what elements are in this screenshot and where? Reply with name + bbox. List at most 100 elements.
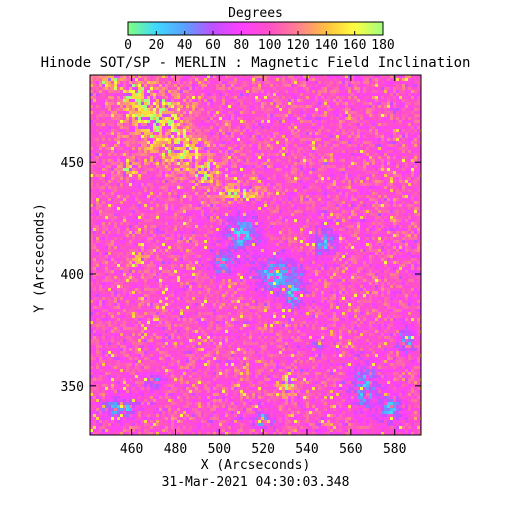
heatmap-cell xyxy=(135,204,138,207)
heatmap-cell xyxy=(372,78,375,81)
heatmap-cell xyxy=(372,114,375,117)
heatmap-cell xyxy=(120,159,123,162)
heatmap-cell xyxy=(228,87,231,90)
heatmap-cell xyxy=(225,192,228,195)
heatmap-cell xyxy=(198,90,201,93)
heatmap-cell xyxy=(186,102,189,105)
heatmap-cell xyxy=(414,135,417,138)
heatmap-cell xyxy=(228,81,231,84)
heatmap-cell xyxy=(168,168,171,171)
heatmap-cell xyxy=(159,81,162,84)
heatmap-cell xyxy=(396,171,399,174)
heatmap-cell xyxy=(312,93,315,96)
heatmap-cell xyxy=(132,162,135,165)
heatmap-cell xyxy=(339,144,342,147)
heatmap-cell xyxy=(114,207,117,210)
heatmap-cell xyxy=(135,123,138,126)
heatmap-cell xyxy=(162,117,165,120)
heatmap-cell xyxy=(411,93,414,96)
heatmap-cell xyxy=(174,177,177,180)
heatmap-cell xyxy=(402,168,405,171)
heatmap-cell xyxy=(399,138,402,141)
heatmap-cell xyxy=(108,195,111,198)
heatmap-cell xyxy=(180,174,183,177)
heatmap-cell xyxy=(399,99,402,102)
heatmap-cell xyxy=(267,75,270,78)
heatmap-cell xyxy=(297,99,300,102)
heatmap-cell xyxy=(291,81,294,84)
heatmap-cell xyxy=(96,165,99,168)
heatmap-cell xyxy=(297,90,300,93)
heatmap-cell xyxy=(186,180,189,183)
heatmap-cell xyxy=(90,156,93,159)
heatmap-cell xyxy=(147,189,150,192)
heatmap-cell xyxy=(336,180,339,183)
heatmap-cell xyxy=(219,147,222,150)
heatmap-cell xyxy=(216,165,219,168)
heatmap-cell xyxy=(366,183,369,186)
heatmap-cell xyxy=(372,183,375,186)
heatmap-cell xyxy=(246,114,249,117)
heatmap-cell xyxy=(90,84,93,87)
heatmap-cell xyxy=(147,192,150,195)
heatmap-cell xyxy=(294,156,297,159)
heatmap-cell xyxy=(237,96,240,99)
heatmap-cell xyxy=(354,192,357,195)
heatmap-cell xyxy=(417,99,420,102)
heatmap-cell xyxy=(174,123,177,126)
heatmap-cell xyxy=(123,102,126,105)
heatmap-cell xyxy=(126,120,129,123)
heatmap-cell xyxy=(402,117,405,120)
heatmap-cell xyxy=(267,117,270,120)
heatmap-cell xyxy=(417,204,420,207)
heatmap-cell xyxy=(156,96,159,99)
heatmap-cell xyxy=(138,126,141,129)
heatmap-cell xyxy=(126,204,129,207)
heatmap-cell xyxy=(324,192,327,195)
heatmap-cell xyxy=(195,168,198,171)
heatmap-cell xyxy=(357,99,360,102)
heatmap-cell xyxy=(255,141,258,144)
heatmap-cell xyxy=(306,183,309,186)
heatmap-cell xyxy=(201,189,204,192)
heatmap-cell xyxy=(222,162,225,165)
heatmap-cell xyxy=(372,123,375,126)
heatmap-cell xyxy=(189,90,192,93)
heatmap-cell xyxy=(396,96,399,99)
heatmap-cell xyxy=(144,138,147,141)
heatmap-cell xyxy=(258,81,261,84)
heatmap-cell xyxy=(381,189,384,192)
heatmap-cell xyxy=(195,87,198,90)
heatmap-cell xyxy=(309,135,312,138)
heatmap-cell xyxy=(210,120,213,123)
heatmap-cell xyxy=(135,147,138,150)
heatmap-cell xyxy=(276,120,279,123)
heatmap-cell xyxy=(375,144,378,147)
heatmap-cell xyxy=(204,123,207,126)
heatmap-cell xyxy=(255,126,258,129)
heatmap-cell xyxy=(180,177,183,180)
heatmap-cell xyxy=(180,171,183,174)
heatmap-cell xyxy=(189,120,192,123)
heatmap-cell xyxy=(255,108,258,111)
heatmap-cell xyxy=(216,99,219,102)
heatmap-cell xyxy=(141,177,144,180)
heatmap-cell xyxy=(312,204,315,207)
heatmap-cell xyxy=(261,207,264,210)
heatmap-cell xyxy=(183,174,186,177)
heatmap-cell xyxy=(309,183,312,186)
heatmap-cell xyxy=(408,99,411,102)
heatmap-cell xyxy=(276,207,279,210)
heatmap-cell xyxy=(129,144,132,147)
heatmap-cell xyxy=(198,114,201,117)
heatmap-cell xyxy=(117,132,120,135)
heatmap-cell xyxy=(390,141,393,144)
heatmap-cell xyxy=(129,132,132,135)
heatmap-cell xyxy=(405,144,408,147)
heatmap-cell xyxy=(123,165,126,168)
heatmap-cell xyxy=(333,96,336,99)
heatmap-cell xyxy=(162,204,165,207)
heatmap-cell xyxy=(369,81,372,84)
heatmap-cell xyxy=(207,114,210,117)
heatmap-cell xyxy=(273,96,276,99)
